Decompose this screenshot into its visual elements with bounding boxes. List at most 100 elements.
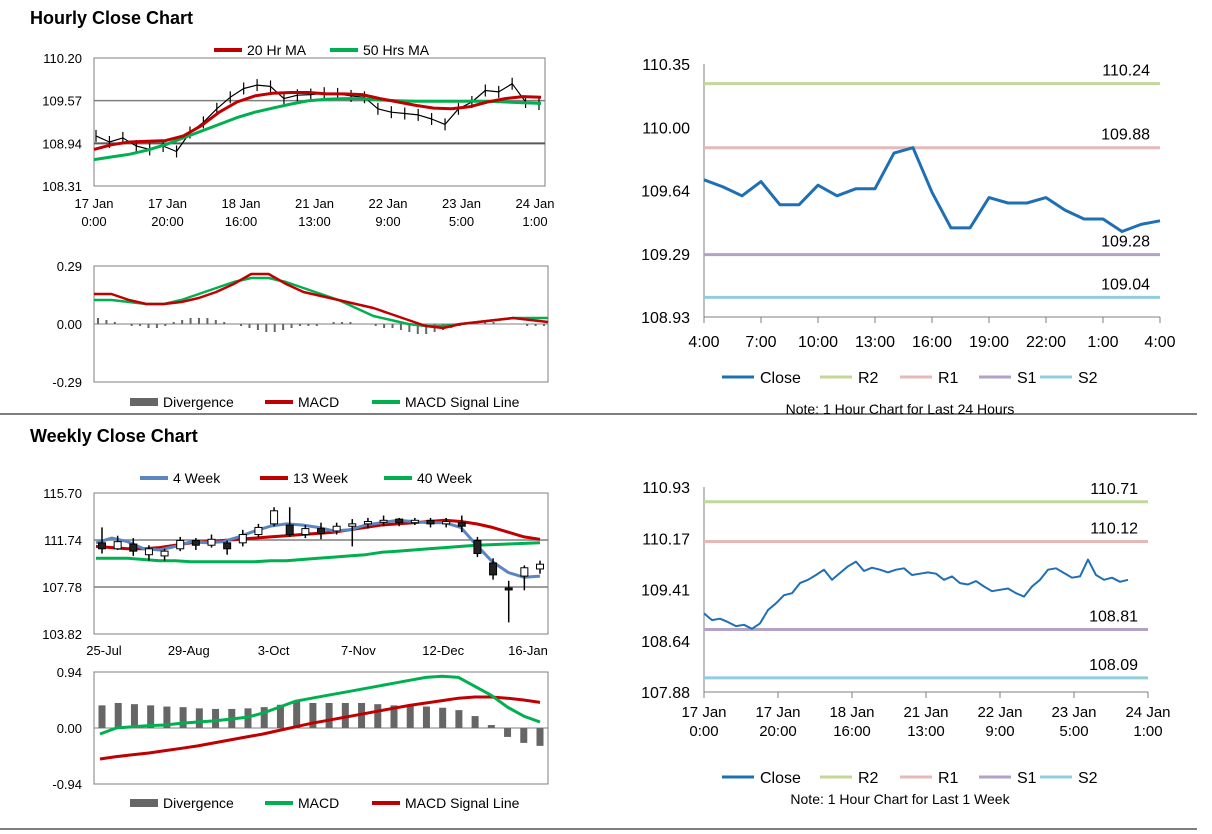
hourly-24h-legend-r1-label: R1 — [938, 370, 959, 387]
hourly-24h-xtick: 13:00 — [855, 334, 895, 351]
weekly-price-xtick: 7-Nov — [341, 643, 376, 658]
weekly-price-candle-body — [426, 519, 435, 525]
weekly-macd-divergence-bar — [163, 706, 171, 728]
weekly-price-ytick: 115.70 — [43, 486, 82, 501]
legend-40-week-label: 40 Week — [417, 470, 473, 486]
hourly-price-xtick: 23 Jan — [442, 196, 481, 211]
weekly-hourly-xtick: 17 Jan — [681, 704, 726, 721]
weekly-hourly-xtick: 17 Jan — [755, 704, 800, 721]
section-divider-bottom — [0, 828, 1197, 830]
weekly-macd-divergence-bar — [422, 706, 430, 728]
hourly-24h-xtick: 16:00 — [912, 334, 952, 351]
hourly-price-xtick: 16:00 — [225, 214, 258, 229]
hourly-24h-ytick: 109.29 — [641, 247, 690, 264]
hourly-price-xtick: 24 Jan — [515, 196, 554, 211]
hourly-24h-xtick: 1:00 — [1087, 334, 1118, 351]
hourly-price-ytick: 108.31 — [42, 179, 82, 194]
weekly-price-xtick: 29-Aug — [168, 643, 210, 658]
weekly-macd-divergence-bar — [195, 708, 203, 728]
legend-hourly-divergence-swatch — [130, 398, 158, 406]
weekly-hourly-xtick: 0:00 — [689, 723, 718, 740]
weekly-hourly-ytick: 109.41 — [641, 583, 690, 600]
legend-weekly-macd-signal-label: MACD Signal Line — [405, 795, 520, 811]
weekly-price-candle-body — [301, 528, 310, 536]
weekly-price-ytick: 107.78 — [42, 580, 82, 595]
hourly-section-title: Hourly Close Chart — [30, 8, 194, 28]
weekly-price-xtick: 25-Jul — [86, 643, 122, 658]
hourly-price-ytick: 109.57 — [42, 94, 82, 109]
weekly-price-candle-body — [379, 519, 388, 523]
weekly-price-ytick: 103.82 — [42, 627, 82, 642]
weekly-hourly-level-label: 110.12 — [1090, 520, 1138, 537]
weekly-macd-divergence-bar — [406, 705, 414, 728]
weekly-price-candle-body — [504, 587, 513, 591]
weekly-macd-divergence-bar — [536, 728, 544, 746]
hourly-price-xtick: 21 Jan — [295, 196, 334, 211]
weekly-macd-divergence-bar — [325, 702, 333, 728]
hourly-macd-line — [94, 272, 549, 330]
weekly-macd-divergence-bar — [130, 704, 138, 728]
weekly-price-candle-body — [113, 541, 122, 550]
weekly-macd-divergence-bar — [309, 702, 317, 728]
hourly-price-xtick: 17 Jan — [74, 196, 113, 211]
weekly-macd-ytick: 0.94 — [57, 665, 82, 680]
weekly-hourly-legend-r1-label: R1 — [938, 770, 959, 787]
hourly-24h-ytick: 109.64 — [641, 184, 690, 201]
weekly-hourly-xtick: 1:00 — [1133, 723, 1162, 740]
weekly-hourly-xtick: 16:00 — [833, 723, 871, 740]
hourly-24h-xtick: 19:00 — [969, 334, 1009, 351]
legend-weekly-divergence-label: Divergence — [163, 795, 234, 811]
weekly-macd-divergence-bar — [147, 705, 155, 728]
weekly-price-candle-body — [332, 525, 341, 532]
weekly-macd-divergence-bar — [471, 716, 479, 728]
weekly-macd-divergence-bar — [455, 710, 463, 728]
weekly-price-candle-body — [348, 523, 357, 527]
weekly-macd-divergence-bar — [98, 705, 106, 728]
weekly-price-candle-body — [254, 526, 263, 536]
weekly-section-title: Weekly Close Chart — [30, 426, 198, 446]
legend-13-week-label: 13 Week — [293, 470, 349, 486]
weekly-hourly-xtick: 18 Jan — [829, 704, 874, 721]
legend-weekly-macd-label: MACD — [298, 795, 339, 811]
weekly-price-candle-body — [98, 542, 106, 550]
weekly-hourly-level-label: 108.09 — [1089, 657, 1138, 674]
hourly-price-xtick: 5:00 — [449, 214, 474, 229]
weekly-hourly-ytick: 107.88 — [641, 685, 690, 702]
hourly-24h-xtick: 4:00 — [1144, 334, 1175, 351]
weekly-macd-divergence-bar — [260, 707, 268, 728]
hourly-24h-level-label: 109.28 — [1101, 234, 1150, 251]
weekly-hourly-ytick: 110.93 — [642, 480, 690, 497]
weekly-hourly-xtick: 5:00 — [1059, 723, 1088, 740]
weekly-price-candle-body — [223, 542, 232, 550]
weekly-macd-divergence-bar — [504, 728, 512, 737]
weekly-macd-divergence-bar — [439, 707, 447, 728]
weekly-price-candle-body — [363, 520, 372, 525]
hourly-price-ma20-line — [93, 91, 542, 151]
legend-20hr-ma-label: 20 Hr MA — [247, 42, 307, 58]
hourly-price-xtick: 17 Jan — [148, 196, 187, 211]
weekly-price-xtick: 12-Dec — [422, 643, 464, 658]
hourly-macd-ytick: 0.00 — [57, 317, 82, 332]
weekly-hourly-legend-r2-label: R2 — [858, 770, 879, 787]
hourly-24h-level-label: 109.88 — [1101, 127, 1150, 144]
weekly-price-xtick: 3-Oct — [258, 643, 290, 658]
weekly-price-candle-body — [536, 563, 544, 570]
weekly-hourly-note: Note: 1 Hour Chart for Last 1 Week — [790, 791, 1010, 807]
weekly-price-candle-body — [285, 524, 294, 536]
weekly-hourly-legend-close-label: Close — [760, 770, 801, 787]
weekly-macd-line — [99, 674, 541, 736]
hourly-24h-xtick: 10:00 — [798, 334, 838, 351]
weekly-hourly-xtick: 20:00 — [759, 723, 797, 740]
weekly-macd-divergence-bar — [179, 707, 187, 728]
hourly-price-xtick: 18 Jan — [221, 196, 260, 211]
legend-hourly-macd-signal-label: MACD Signal Line — [405, 394, 520, 410]
weekly-price-candle-body — [473, 539, 482, 555]
hourly-price-xtick: 22 Jan — [368, 196, 407, 211]
hourly-24h-legend-close-label: Close — [760, 370, 801, 387]
weekly-macd-divergence-bar — [520, 728, 528, 743]
weekly-macd-signal-line — [99, 695, 541, 761]
weekly-hourly-legend-s1-label: S1 — [1017, 770, 1037, 787]
weekly-price-candle-body — [176, 539, 185, 550]
legend-50hrs-ma-label: 50 Hrs MA — [363, 42, 430, 58]
hourly-price-ma50-line — [93, 97, 542, 162]
